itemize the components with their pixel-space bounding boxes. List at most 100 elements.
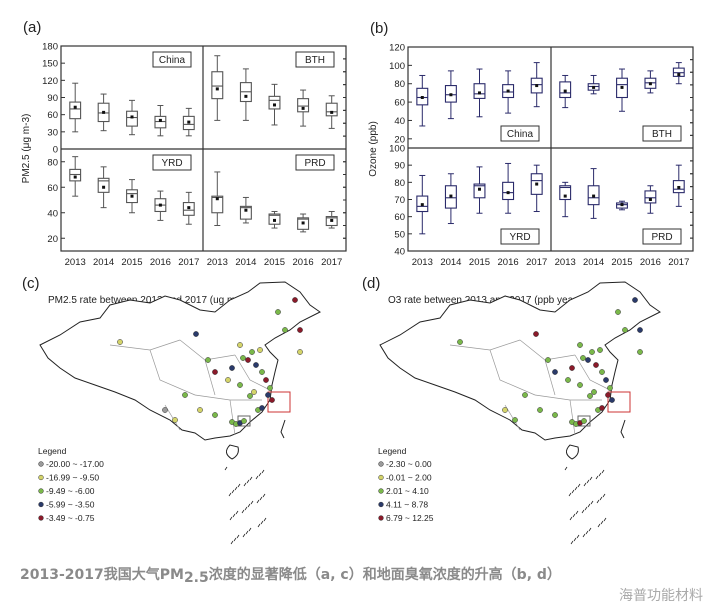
mean-marker bbox=[158, 203, 162, 207]
mean-marker bbox=[301, 106, 305, 110]
mean-marker bbox=[506, 191, 510, 195]
mean-marker bbox=[506, 89, 510, 93]
south-china-sea-island bbox=[590, 500, 594, 505]
mean-marker bbox=[102, 185, 106, 189]
monitoring-site-dot bbox=[589, 349, 595, 355]
y-axis-label: PM2.5 (μg m-3) bbox=[21, 114, 32, 184]
x-tick-label: 2014 bbox=[93, 257, 114, 268]
monitoring-site-dot bbox=[591, 389, 597, 395]
box-bth-2016 bbox=[297, 89, 310, 127]
box-yrd-2017 bbox=[182, 191, 195, 225]
legend-swatch bbox=[38, 515, 44, 521]
monitoring-site-dot bbox=[241, 418, 247, 424]
region-label-box bbox=[500, 228, 540, 245]
monitoring-site-dot bbox=[249, 349, 255, 355]
y-tick-label: 120 bbox=[389, 43, 405, 54]
region-label-box bbox=[500, 125, 540, 142]
caption-subscript: 2.5 bbox=[183, 570, 209, 586]
box-bth-2013 bbox=[559, 74, 572, 109]
x-tick-label: 2015 bbox=[121, 257, 142, 268]
south-china-sea-island bbox=[568, 492, 572, 497]
x-tick-label: 2013 bbox=[555, 257, 576, 268]
legend-entry: 2.01 ~ 4.10 bbox=[386, 486, 429, 496]
monitoring-site-dot bbox=[263, 377, 269, 383]
mean-marker bbox=[130, 115, 134, 119]
mean-marker bbox=[620, 85, 624, 89]
south-china-sea-island bbox=[244, 506, 248, 511]
province-boundary bbox=[489, 349, 536, 396]
taiwan-island bbox=[620, 419, 626, 439]
y-tick-label: 60 bbox=[47, 110, 58, 121]
mean-marker bbox=[244, 94, 248, 98]
south-china-sea-island bbox=[564, 466, 568, 471]
monitoring-site-dot bbox=[225, 377, 231, 383]
legend-entry: -16.99 ~ -9.50 bbox=[46, 473, 99, 483]
box-china-2014 bbox=[97, 93, 110, 132]
y-tick-label: 30 bbox=[47, 127, 58, 138]
monitoring-site-dot bbox=[603, 377, 609, 383]
monitoring-site-dot bbox=[162, 407, 168, 413]
monitoring-site-dot bbox=[502, 407, 508, 413]
monitoring-site-dot bbox=[182, 392, 188, 398]
box-yrd-2016 bbox=[154, 190, 167, 221]
monitoring-site-dot bbox=[229, 365, 235, 371]
box-china-2015 bbox=[473, 68, 486, 118]
hainan-island bbox=[566, 444, 579, 460]
legend-entry: -5.99 ~ -3.50 bbox=[46, 500, 95, 510]
monitoring-site-dot bbox=[581, 418, 587, 424]
box-bth-2016 bbox=[644, 70, 657, 94]
x-tick-label: 2017 bbox=[526, 257, 547, 268]
mean-marker bbox=[420, 96, 424, 99]
legend-entry: 6.79 ~ 12.25 bbox=[386, 513, 434, 523]
south-china-sea-island bbox=[587, 503, 591, 508]
province-boundary bbox=[544, 359, 556, 396]
map-title: O3 rate between 2013 and 2017 (ppb year-… bbox=[388, 295, 589, 306]
box-yrd-2015 bbox=[126, 179, 138, 214]
monitoring-site-dot bbox=[237, 382, 243, 388]
south-china-sea-island bbox=[588, 527, 592, 532]
south-china-sea-island bbox=[232, 513, 236, 518]
south-china-sea-island bbox=[229, 516, 233, 521]
south-china-sea-island bbox=[261, 469, 265, 474]
box-china-2016 bbox=[502, 70, 515, 114]
y-tick-label: 80 bbox=[394, 178, 405, 189]
box-prd-2017 bbox=[672, 164, 685, 207]
south-china-sea-island bbox=[228, 492, 232, 497]
monitoring-site-dot bbox=[247, 393, 253, 399]
south-china-sea-island bbox=[598, 472, 602, 477]
x-tick-label: 2016 bbox=[293, 257, 314, 268]
monitoring-site-dot bbox=[512, 417, 518, 423]
south-china-sea-island bbox=[585, 530, 589, 535]
box-prd-2016 bbox=[297, 213, 310, 233]
box-yrd-2014 bbox=[97, 166, 110, 209]
iqr-box bbox=[473, 83, 486, 99]
monitoring-site-dot bbox=[569, 365, 575, 371]
south-china-sea-island bbox=[576, 534, 580, 539]
box-bth-2015 bbox=[268, 83, 281, 126]
monitoring-site-dot bbox=[637, 327, 643, 333]
mean-marker bbox=[478, 91, 481, 95]
legend-swatch bbox=[38, 501, 44, 508]
box-bth-2013 bbox=[211, 55, 224, 121]
x-tick-label: 2017 bbox=[321, 257, 342, 268]
box-yrd-2016 bbox=[502, 162, 515, 214]
south-china-sea-island bbox=[583, 482, 587, 487]
country-outline bbox=[379, 281, 661, 441]
south-china-sea-island bbox=[581, 509, 585, 514]
box-bth-2015 bbox=[616, 68, 628, 112]
south-china-sea-island bbox=[257, 523, 261, 528]
y-axis-label: Ozone (ppb) bbox=[368, 121, 379, 177]
south-china-sea-island bbox=[241, 509, 245, 514]
legend-swatch bbox=[378, 474, 384, 481]
watermark: 海普功能材料 bbox=[619, 588, 703, 604]
iqr-box bbox=[268, 95, 281, 110]
monitoring-site-dot bbox=[522, 392, 528, 398]
mean-marker bbox=[563, 194, 567, 198]
monitoring-site-dot bbox=[237, 342, 243, 348]
box-china-2016 bbox=[154, 105, 167, 137]
china-map bbox=[39, 281, 321, 545]
mean-marker bbox=[563, 89, 567, 93]
monitoring-site-dot bbox=[537, 407, 543, 413]
panel-label: (d) bbox=[362, 275, 380, 292]
legend-entry: -20.00 ~ -17.00 bbox=[46, 459, 104, 469]
